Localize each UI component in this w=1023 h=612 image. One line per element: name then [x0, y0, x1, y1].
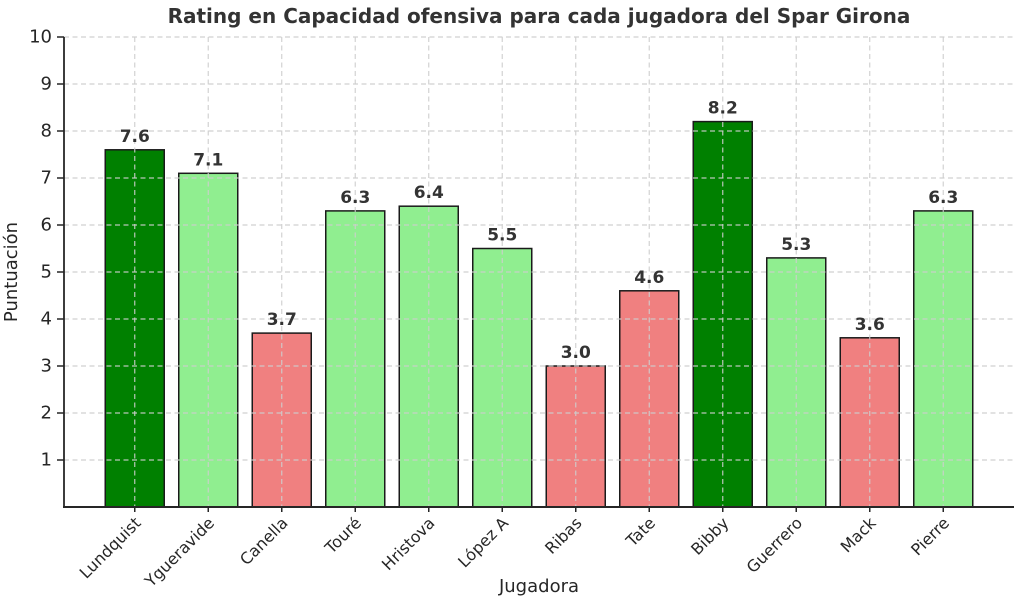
y-tick-label: 4 [41, 309, 52, 330]
y-tick-label: 2 [41, 403, 52, 424]
bar-value-label: 6.3 [340, 188, 370, 208]
y-tick-label: 7 [41, 168, 52, 189]
y-tick-label: 9 [41, 74, 52, 95]
bar-value-label: 3.7 [267, 310, 297, 330]
bar-value-label: 6.4 [414, 183, 444, 203]
y-tick-label: 1 [41, 450, 52, 471]
bar-value-label: 7.6 [120, 127, 150, 147]
x-tick-label-bibby: Bibby [687, 513, 732, 558]
x-tick-label-mack: Mack [837, 513, 880, 556]
x-tick-label-guerrero: Guerrero [743, 513, 806, 576]
bar-value-label: 4.6 [634, 268, 664, 288]
x-tick-label-ribas: Ribas [541, 513, 585, 557]
y-tick-label: 8 [41, 121, 52, 142]
x-tick-label-l-pez-a: López A [454, 513, 512, 571]
y-tick-label: 6 [41, 215, 52, 236]
y-tick-label: 3 [41, 356, 52, 377]
x-axis-label: Jugadora [498, 576, 580, 597]
x-tick-label-canella: Canella [236, 513, 292, 569]
chart-title: Rating en Capacidad ofensiva para cada j… [167, 4, 911, 28]
bar-value-label: 5.5 [487, 226, 517, 246]
bar-value-label: 3.0 [561, 343, 591, 363]
bar-value-label: 8.2 [708, 99, 738, 119]
y-tick-label: 5 [41, 262, 52, 283]
x-tick-label-pierre: Pierre [907, 513, 953, 559]
y-tick-label: 10 [29, 27, 52, 48]
bar-value-label: 6.3 [928, 188, 958, 208]
x-tick-label-hristova: Hristova [378, 513, 439, 574]
x-tick-label-tour: Touré [320, 513, 365, 558]
bar-value-label: 3.6 [855, 315, 885, 335]
x-tick-label-ygueravide: Ygueravide [140, 513, 218, 591]
bar-value-label: 7.1 [193, 150, 223, 170]
x-tick-label-lundquist: Lundquist [76, 513, 145, 582]
x-tick-label-tate: Tate [622, 513, 660, 551]
bar-value-label: 5.3 [781, 235, 811, 255]
